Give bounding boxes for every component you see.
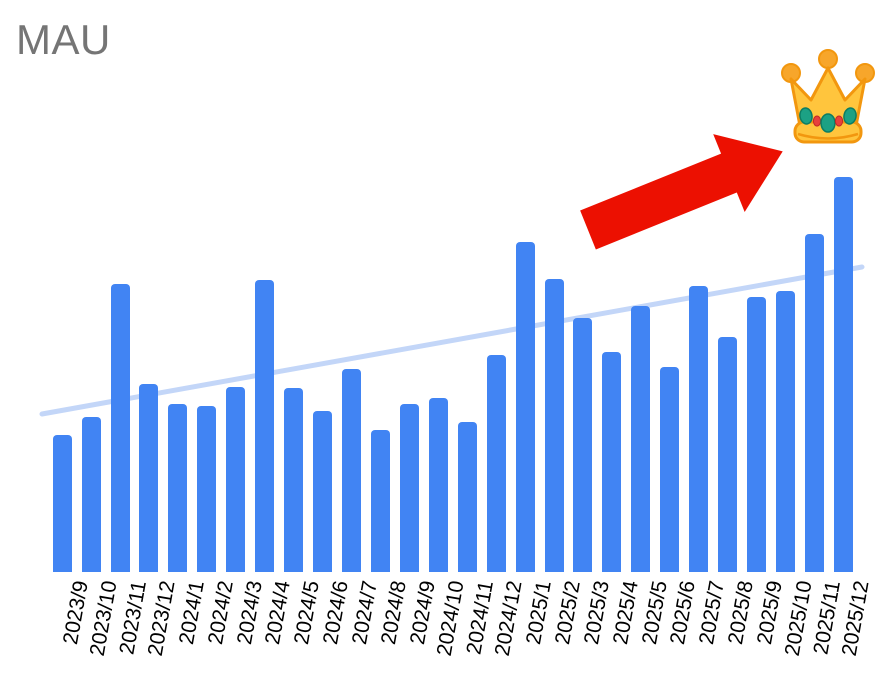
bar-2025/1 (515, 242, 535, 572)
crown-icon (781, 49, 875, 144)
chart-title: MAU (16, 16, 111, 63)
bar-2025/8 (718, 337, 738, 572)
bar-2024/12 (486, 355, 506, 572)
bar-2025/6 (660, 367, 680, 572)
bar-2023/9 (52, 435, 72, 572)
trendline (39, 264, 865, 417)
bar-2024/9 (399, 404, 419, 572)
bar-2025/9 (747, 297, 767, 572)
bar-2024/1 (168, 404, 188, 572)
bar-2023/10 (81, 417, 101, 572)
bar-2025/7 (689, 286, 709, 572)
red-up-arrow (580, 134, 783, 250)
bar-2024/3 (226, 387, 246, 572)
bar-2025/11 (804, 234, 824, 572)
bar-2024/10 (428, 398, 448, 572)
bar-2024/4 (255, 280, 275, 572)
bar-2025/10 (775, 291, 795, 572)
bar-2024/2 (197, 406, 217, 572)
bar-2024/6 (313, 411, 333, 572)
bar-2023/11 (110, 284, 130, 572)
bar-2023/12 (139, 384, 159, 572)
bar-2025/4 (602, 352, 622, 572)
bar-2024/8 (370, 430, 390, 572)
bar-2024/11 (457, 422, 477, 572)
bar-2024/5 (284, 388, 304, 572)
bar-2025/5 (631, 306, 651, 572)
bar-2025/12 (833, 177, 853, 572)
bar-2025/3 (573, 318, 593, 572)
bar-2025/2 (544, 279, 564, 572)
bar-2024/7 (342, 369, 361, 572)
